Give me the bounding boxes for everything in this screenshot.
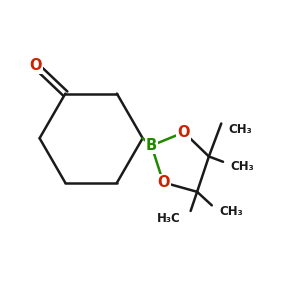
Text: CH₃: CH₃ <box>219 205 243 218</box>
Text: H₃C: H₃C <box>157 212 180 225</box>
Text: CH₃: CH₃ <box>230 160 254 173</box>
Text: O: O <box>30 58 42 73</box>
Text: O: O <box>178 125 190 140</box>
Text: CH₃: CH₃ <box>229 124 252 136</box>
Text: O: O <box>157 175 169 190</box>
Text: B: B <box>146 138 157 153</box>
